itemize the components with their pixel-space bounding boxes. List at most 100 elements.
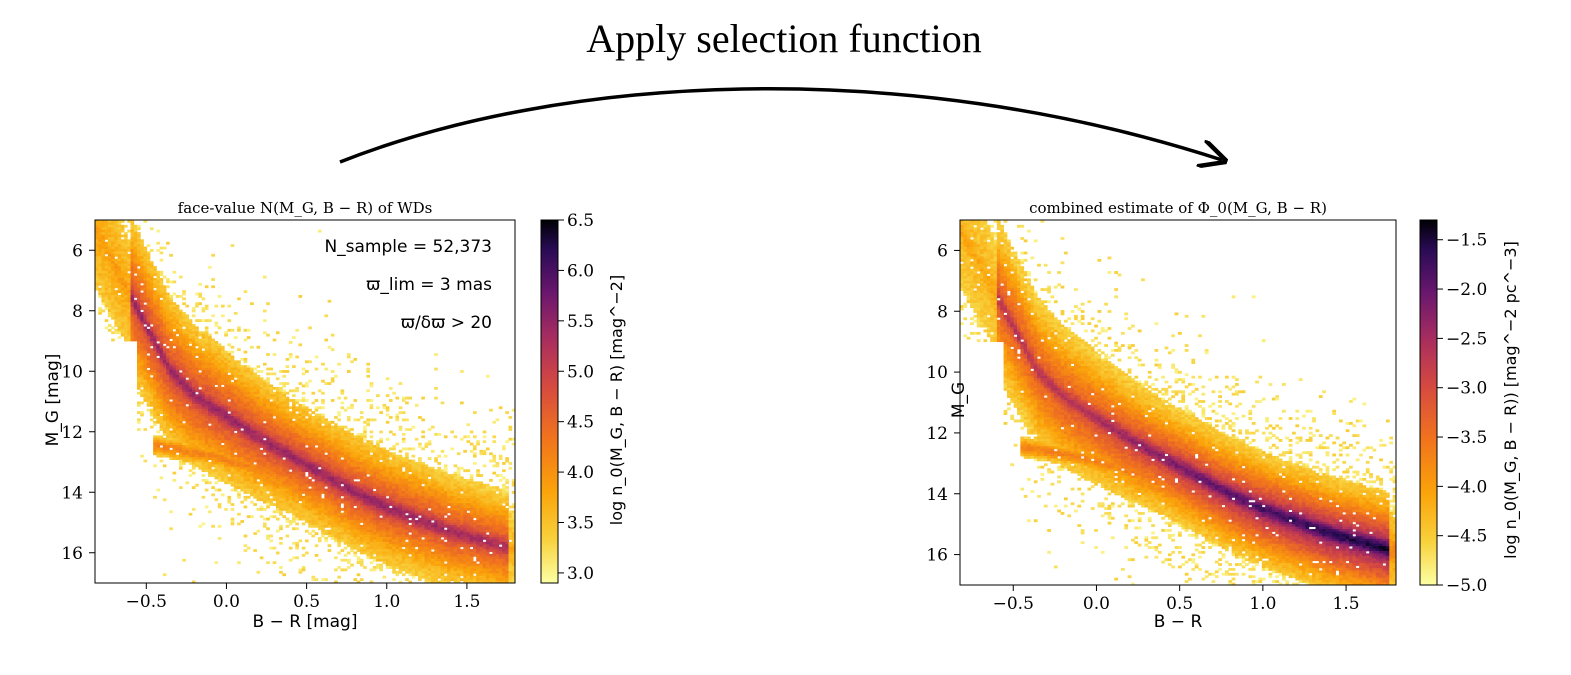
heatmap-cell <box>279 411 283 414</box>
heatmap-cell <box>159 362 164 366</box>
heatmap-cell <box>133 244 138 248</box>
heatmap-cell <box>317 428 322 431</box>
heatmap-cell <box>282 428 287 431</box>
heatmap-cell <box>275 413 280 417</box>
heatmap-cell <box>263 362 267 366</box>
heatmap-cell <box>107 311 112 315</box>
heatmap-cell <box>130 307 135 310</box>
heatmap-cell <box>359 541 364 545</box>
heatmap-cell <box>211 338 215 342</box>
heatmap-cell <box>217 370 222 373</box>
heatmap-cell <box>279 449 283 453</box>
heatmap-cell <box>240 370 245 373</box>
heatmap-cell <box>301 425 306 429</box>
heatmap-cell <box>95 227 99 231</box>
heatmap-cell <box>162 295 167 298</box>
heatmap-cell <box>117 261 122 264</box>
heatmap-cell <box>230 471 235 475</box>
heatmap-cell <box>263 435 267 439</box>
heatmap-cell <box>353 495 358 499</box>
heatmap-cell <box>120 263 125 267</box>
heatmap-cell <box>243 418 248 422</box>
heatmap-cell <box>253 469 257 473</box>
heatmap-cell <box>191 447 196 451</box>
heatmap-cell <box>308 510 312 514</box>
heatmap-cell <box>104 244 109 248</box>
heatmap-cell <box>230 520 235 523</box>
heatmap-cell <box>263 478 267 482</box>
heatmap-cell <box>330 483 335 487</box>
heatmap-cell <box>343 510 348 514</box>
heatmap-cell <box>153 290 157 293</box>
heatmap-cell <box>263 457 267 460</box>
heatmap-cell <box>133 311 138 315</box>
heatmap-cell <box>140 379 144 383</box>
heatmap-cell <box>256 370 261 373</box>
heatmap-cell <box>301 435 306 439</box>
heatmap-cell <box>250 493 254 497</box>
heatmap-cell <box>292 413 296 417</box>
heatmap-cell <box>230 440 235 444</box>
heatmap-cell <box>172 336 177 339</box>
heatmap-cell <box>334 498 338 502</box>
heatmap-cell <box>224 333 228 337</box>
heatmap-cell <box>182 445 186 448</box>
heatmap-cell <box>311 440 316 444</box>
heatmap-cell <box>295 556 299 560</box>
heatmap-cell <box>98 234 102 238</box>
heatmap-cell <box>298 570 303 574</box>
heatmap-cell <box>211 389 215 393</box>
heatmap-cell <box>243 386 248 390</box>
heatmap-cell <box>204 423 209 427</box>
heatmap-cell <box>337 469 341 473</box>
heatmap-cell <box>120 261 125 264</box>
heatmap-cell <box>182 336 186 339</box>
heatmap-cell <box>327 471 332 475</box>
heatmap-cell <box>162 396 167 400</box>
heatmap-cell <box>146 297 151 301</box>
heatmap-cell <box>153 343 157 347</box>
heatmap-cell <box>188 328 193 332</box>
heatmap-cell <box>250 345 254 349</box>
heatmap-cell <box>266 445 270 448</box>
heatmap-cell <box>246 447 251 451</box>
heatmap-cell <box>292 476 296 480</box>
heatmap-cell <box>317 459 322 463</box>
heatmap-cell <box>285 408 290 412</box>
heatmap-cell <box>376 549 380 552</box>
heatmap-cell <box>143 275 148 279</box>
heatmap-cell <box>272 386 277 390</box>
heatmap-cell <box>279 401 283 405</box>
heatmap-cell <box>305 418 309 422</box>
heatmap-cell <box>285 442 290 446</box>
heatmap-cell <box>175 457 180 460</box>
heatmap-cell <box>224 353 228 356</box>
heatmap-cell <box>337 452 341 456</box>
heatmap-cell <box>179 462 183 465</box>
heatmap-cell <box>266 452 270 456</box>
heatmap-cell <box>224 406 228 410</box>
heatmap-cell <box>317 435 322 439</box>
heatmap-cell <box>269 534 274 538</box>
heatmap-cell <box>117 311 122 315</box>
heatmap-cell <box>201 447 206 451</box>
heatmap-cell <box>107 270 112 274</box>
heatmap-cell <box>246 336 251 339</box>
heatmap-cell <box>324 442 329 446</box>
heatmap-cell <box>259 471 264 475</box>
heatmap-cell <box>111 270 115 274</box>
heatmap-cell <box>153 442 157 446</box>
heatmap-cell <box>211 447 215 451</box>
heatmap-cell <box>159 408 164 412</box>
heatmap-cell <box>162 430 167 434</box>
heatmap-cell <box>353 357 358 361</box>
heatmap-cell <box>279 570 283 574</box>
heatmap-cell <box>159 384 164 388</box>
heatmap-cell <box>162 350 167 354</box>
heatmap-cell <box>162 275 167 279</box>
heatmap-cell <box>114 295 119 298</box>
heatmap-cell <box>130 222 135 226</box>
heatmap-cell <box>275 466 280 470</box>
heatmap-cell <box>259 396 264 400</box>
heatmap-cell <box>256 411 261 414</box>
